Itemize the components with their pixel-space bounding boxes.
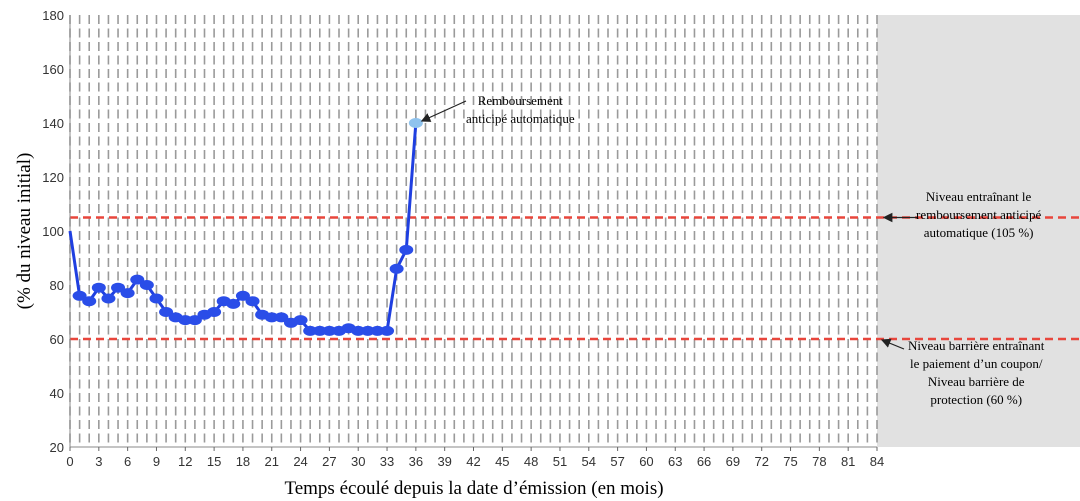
x-tick-label: 72: [754, 454, 768, 469]
data-point: [82, 296, 97, 307]
x-tick-label: 81: [841, 454, 855, 469]
data-point: [245, 296, 260, 307]
y-tick-label: 140: [42, 116, 64, 131]
autocall-annotation-line-1: Remboursement: [477, 93, 563, 108]
upper-line-note-line-2: remboursement anticipé: [916, 207, 1042, 222]
lower-line-note-line-3: Niveau barrière de: [927, 374, 1025, 389]
x-tick-label: 33: [380, 454, 394, 469]
upper-line-note: Niveau entraînant le remboursement antic…: [916, 188, 1041, 242]
data-point: [235, 290, 250, 301]
x-tick-label: 30: [351, 454, 365, 469]
x-tick-label: 21: [265, 454, 279, 469]
x-tick-label: 42: [466, 454, 480, 469]
lower-line-arrow: [880, 338, 905, 350]
data-point: [312, 325, 327, 336]
data-point: [178, 315, 193, 326]
y-tick-label: 120: [42, 170, 64, 185]
data-point: [226, 298, 241, 309]
data-point: [264, 312, 279, 323]
data-point: [111, 282, 126, 293]
y-tick-label: 40: [50, 386, 64, 401]
y-tick-label: 160: [42, 62, 64, 77]
data-point: [303, 325, 318, 336]
autocall-arrow: [420, 100, 467, 122]
x-tick-label: 60: [639, 454, 653, 469]
x-tick-label: 48: [524, 454, 538, 469]
lower-line-note-line-1: Niveau barrière entraînant: [908, 338, 1045, 353]
x-tick-label: 6: [124, 454, 131, 469]
data-point: [187, 315, 202, 326]
data-point: [207, 307, 222, 317]
x-tick-label: 63: [668, 454, 682, 469]
lower-line-note: Niveau barrière entraînant le paiement d…: [908, 337, 1044, 409]
x-tick-label: 12: [178, 454, 192, 469]
x-tick-label: 24: [293, 454, 307, 469]
data-point: [389, 263, 404, 274]
data-point: [159, 307, 174, 317]
data-point: [360, 325, 375, 336]
shaded-region: [877, 15, 1080, 447]
x-tick-label: 39: [437, 454, 451, 469]
y-tick-label: 20: [50, 440, 64, 455]
data-point: [149, 293, 164, 304]
y-axis-title: (% du niveau initial): [14, 153, 35, 310]
upper-line-note-line-1: Niveau entraînant le: [925, 189, 1032, 204]
autocall-annotation-line-2: anticipé automatique: [466, 111, 575, 126]
y-tick-label: 100: [42, 224, 64, 239]
data-point: [139, 280, 154, 290]
data-point: [370, 325, 385, 336]
x-tick-label: 18: [236, 454, 250, 469]
y-tick-label: 80: [50, 278, 64, 293]
x-tick-label: 3: [95, 454, 102, 469]
x-tick-label: 15: [207, 454, 221, 469]
data-point: [293, 315, 308, 326]
data-point: [101, 293, 116, 304]
x-tick-label: 54: [582, 454, 596, 469]
autocall-annotation: Remboursement anticipé automatique: [466, 92, 575, 128]
x-tick-label: 84: [870, 454, 884, 469]
data-point: [399, 244, 414, 255]
x-tick-label: 36: [409, 454, 423, 469]
x-tick-label: 69: [726, 454, 740, 469]
data-point: [380, 325, 395, 336]
x-tick-label: 27: [322, 454, 336, 469]
x-axis-title: Temps écoulé depuis la date d’émission (…: [284, 478, 663, 499]
x-tick-label: 0: [66, 454, 73, 469]
data-point: [91, 282, 106, 293]
y-tick-label: 60: [50, 332, 64, 347]
lower-line-note-line-4: protection (60 %): [930, 392, 1023, 407]
data-point: [130, 274, 145, 285]
x-tick-label: 51: [553, 454, 567, 469]
autocall-point: [408, 118, 423, 128]
x-tick-label: 45: [495, 454, 509, 469]
x-tick-label: 66: [697, 454, 711, 469]
data-point: [322, 325, 337, 336]
x-tick-label: 9: [153, 454, 160, 469]
data-point: [274, 312, 289, 323]
upper-line-note-line-3: automatique (105 %): [923, 225, 1034, 240]
data-point: [72, 290, 87, 301]
lower-line-note-line-2: le paiement d’un coupon/: [909, 356, 1043, 371]
x-tick-label: 57: [610, 454, 624, 469]
data-point: [120, 288, 135, 299]
x-tick-label: 75: [783, 454, 797, 469]
y-tick-label: 180: [42, 8, 64, 23]
data-point: [351, 325, 366, 336]
x-tick-label: 78: [812, 454, 826, 469]
